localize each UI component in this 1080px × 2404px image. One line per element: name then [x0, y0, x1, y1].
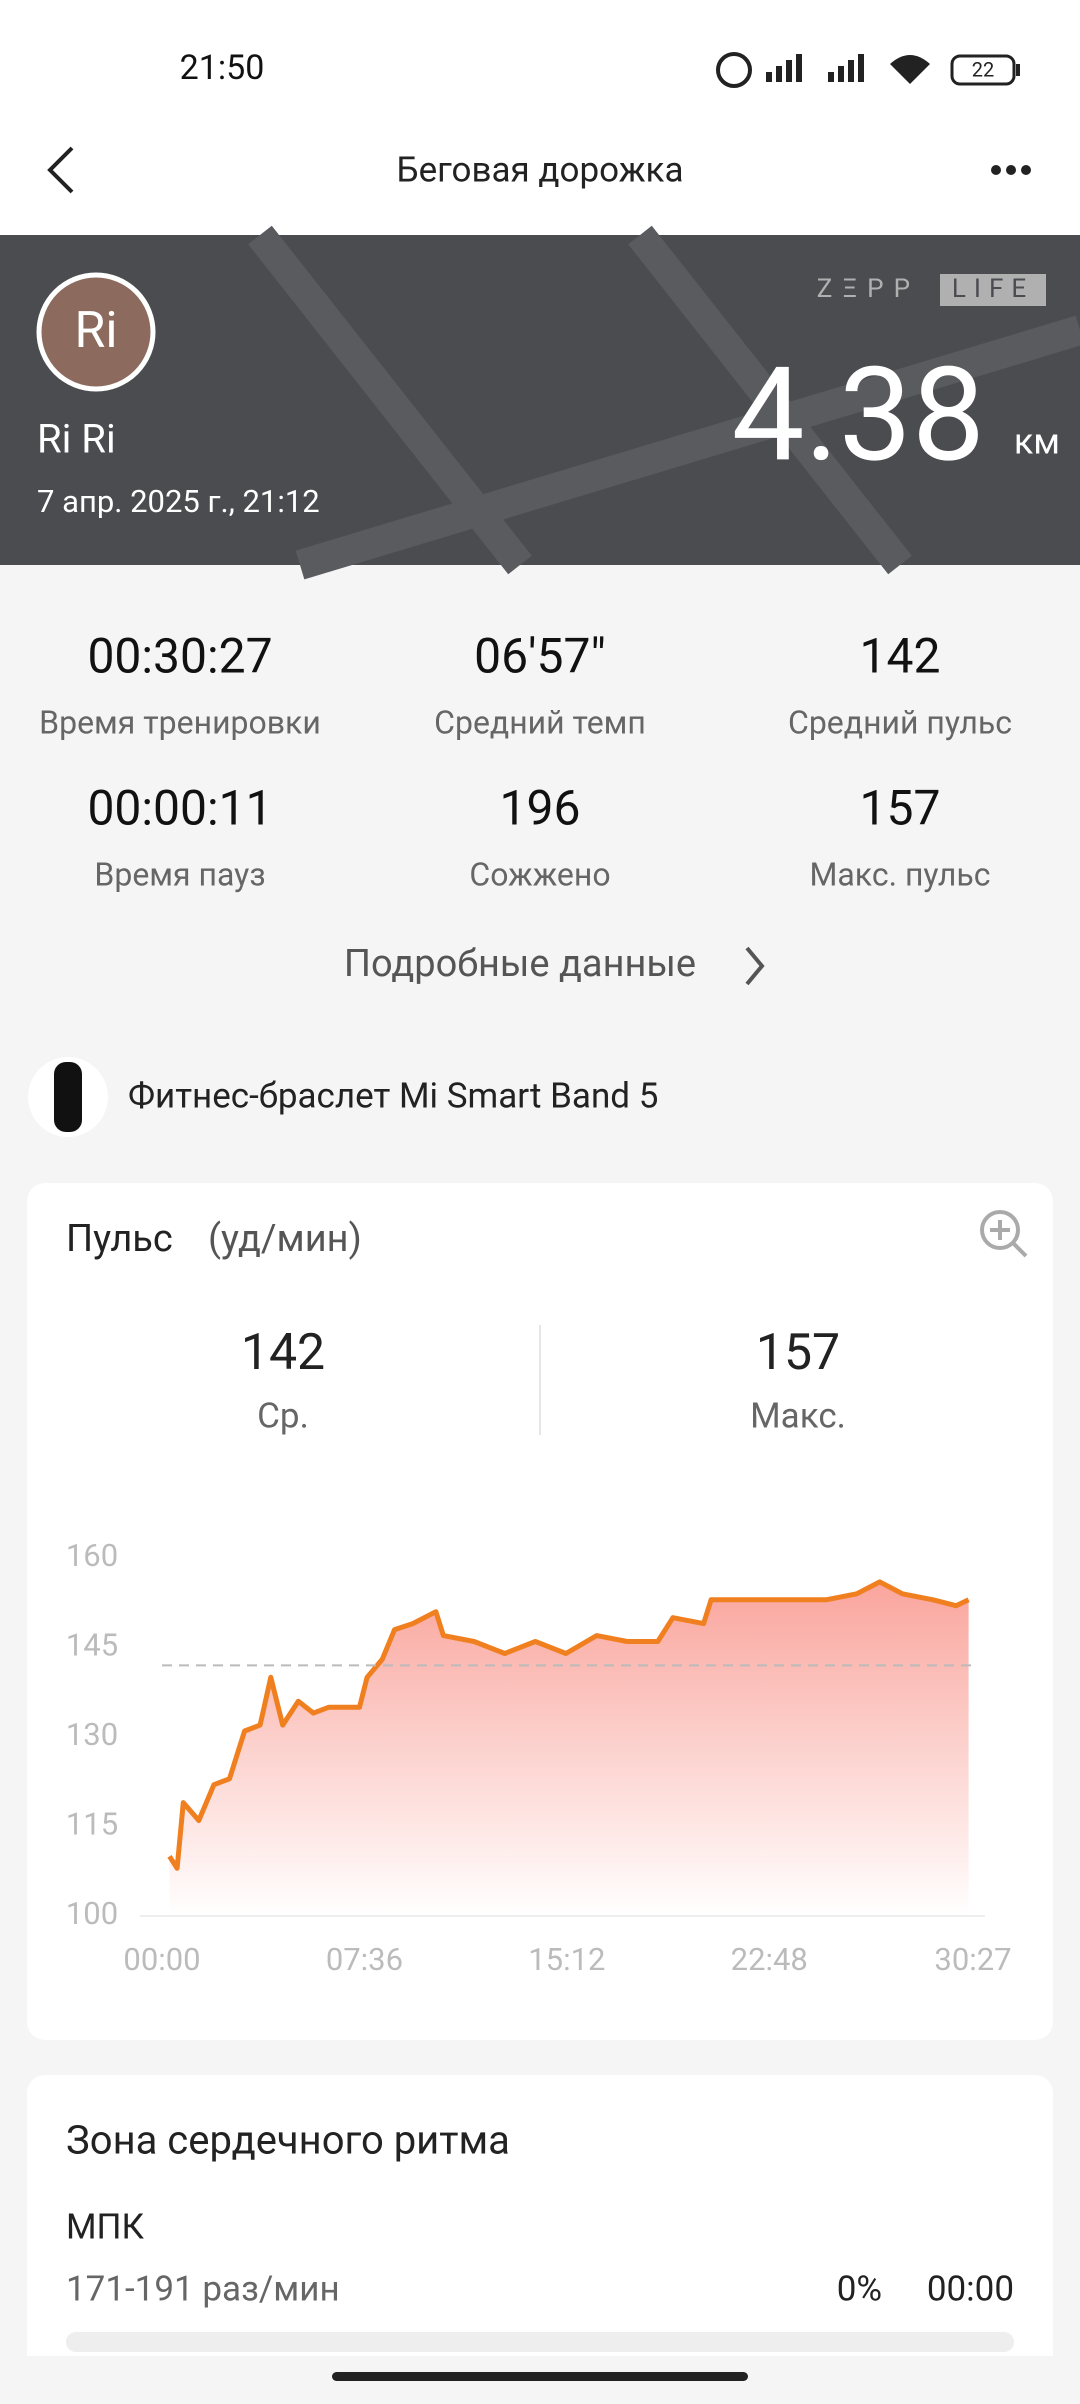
brand-logo: ZΞPP [817, 274, 920, 304]
battery-level: 22 [972, 57, 994, 81]
status-icons [716, 52, 1020, 88]
line [167, 1579, 970, 1871]
stat-label: Средний пульс [788, 703, 1012, 741]
brand-box [940, 274, 1046, 306]
zone-range: 171-191 раз/мин [66, 2268, 340, 2309]
stat-label: Макс. пульс [809, 855, 990, 893]
more-button[interactable] [991, 165, 1031, 175]
y-tick-label: 145 [66, 1627, 118, 1664]
header-title: Беговая дорожка [397, 149, 684, 190]
stat-value: 06'57" [474, 628, 606, 685]
back-button[interactable] [47, 146, 74, 194]
avatar[interactable] [36, 272, 156, 392]
user-name: Ri Ri [37, 416, 116, 463]
stat-value: 196 [500, 780, 581, 837]
zone-name: МПК [66, 2206, 145, 2247]
avatar-initials: Ri [75, 302, 118, 360]
stat-value: 157 [860, 780, 941, 837]
zoom-button[interactable] [980, 1210, 1028, 1258]
pulse-title: Пульс [66, 1217, 173, 1261]
zone-card [27, 2075, 1053, 2404]
y-tick-label: 160 [66, 1537, 118, 1574]
y-tick-label: 100 [66, 1895, 118, 1932]
y-tick-label: 130 [66, 1716, 118, 1753]
x-tick-label: 00:00 [123, 1941, 200, 1978]
zone-title: Зона сердечного ритма [66, 2117, 510, 2164]
stat-label: Сожжено [469, 855, 610, 893]
stat-value: 00:30:27 [87, 628, 272, 685]
x-tick-label: 15:12 [528, 1941, 605, 1978]
status-time: 21:50 [180, 48, 265, 88]
pulse-unit: (уд/мин) [208, 1217, 362, 1261]
distance-unit: км [1014, 421, 1060, 463]
avg-label: Ср. [257, 1395, 309, 1436]
stat-label: Время тренировки [39, 703, 321, 741]
stat-value: 142 [860, 628, 941, 685]
stats-grid: 00:30:27 Время тренировки 06'57" Средний те… [39, 628, 1012, 894]
stat-label: Средний темп [434, 703, 646, 741]
y-tick-label: 115 [66, 1806, 118, 1843]
hero-banner [0, 235, 1080, 565]
pulse-chart: 100 115 130 145 160 00:00 07:36 15:12 22:48 30:27 [66, 1537, 1012, 1978]
device-icon-band [54, 1062, 82, 1132]
details-link[interactable]: Подробные данные [344, 942, 696, 986]
x-tick-label: 22:48 [731, 1941, 808, 1978]
home-indicator[interactable] [332, 2372, 748, 2381]
device-name[interactable]: Фитнес-браслет Mi Smart Band 5 [128, 1075, 658, 1116]
details-arrow [745, 946, 765, 986]
area [169, 1581, 969, 1916]
max-label: Макс. [750, 1395, 846, 1436]
max-value: 157 [756, 1324, 840, 1382]
brand-logo: LIFE [952, 274, 1034, 304]
stat-value: 00:00:11 [87, 780, 272, 837]
distance: 4.38 [732, 338, 985, 491]
workout-date: 7 апр. 2025 г., 21:12 [37, 483, 320, 520]
zone-percent: 0% [837, 2268, 882, 2309]
top-bar [0, 0, 1080, 235]
zone-progress [66, 2332, 1014, 2352]
map-lines [248, 225, 1080, 580]
zone-time: 00:00 [927, 2268, 1014, 2309]
avg-value: 142 [241, 1324, 325, 1382]
stat-label: Время пауз [94, 855, 265, 893]
x-tick-label: 30:27 [934, 1941, 1011, 1978]
x-tick-label: 07:36 [326, 1941, 403, 1978]
